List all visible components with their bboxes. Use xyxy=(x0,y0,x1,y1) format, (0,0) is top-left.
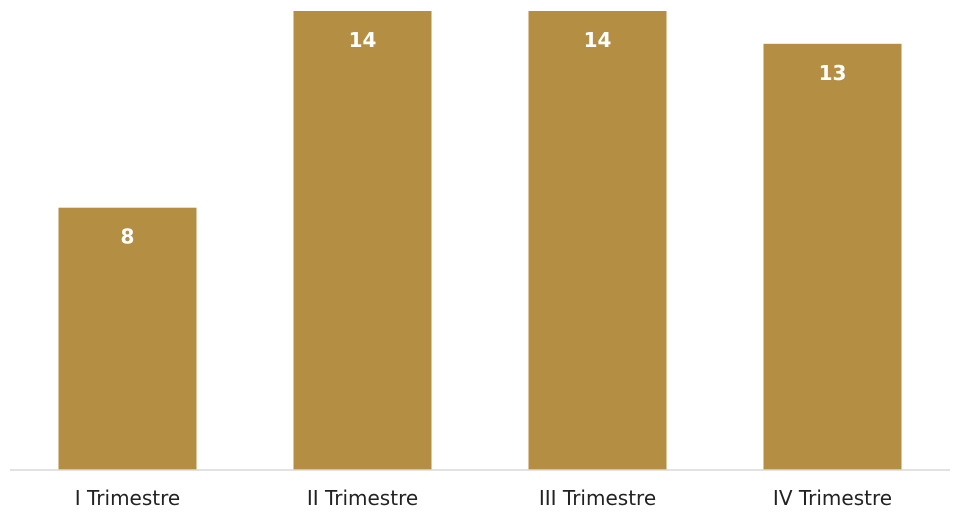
bar-1 xyxy=(58,207,197,470)
category-label-4: IV Trimestre xyxy=(773,486,892,510)
category-labels-group: I Trimestre II Trimestre III Trimestre IV T… xyxy=(75,486,892,510)
bar-4 xyxy=(763,43,902,471)
bar-value-label-4: 13 xyxy=(819,61,847,85)
category-label-1: I Trimestre xyxy=(75,486,180,510)
bar-value-label-1: 8 xyxy=(121,225,135,249)
bar-value-label-2: 14 xyxy=(349,28,377,52)
category-label-3: III Trimestre xyxy=(539,486,656,510)
bar-value-label-3: 14 xyxy=(584,28,612,52)
bar-3 xyxy=(528,11,667,470)
bars-group xyxy=(58,11,902,471)
value-labels-group: 8 14 14 13 xyxy=(121,28,847,249)
category-label-2: II Trimestre xyxy=(307,486,418,510)
bar-2 xyxy=(293,11,432,470)
